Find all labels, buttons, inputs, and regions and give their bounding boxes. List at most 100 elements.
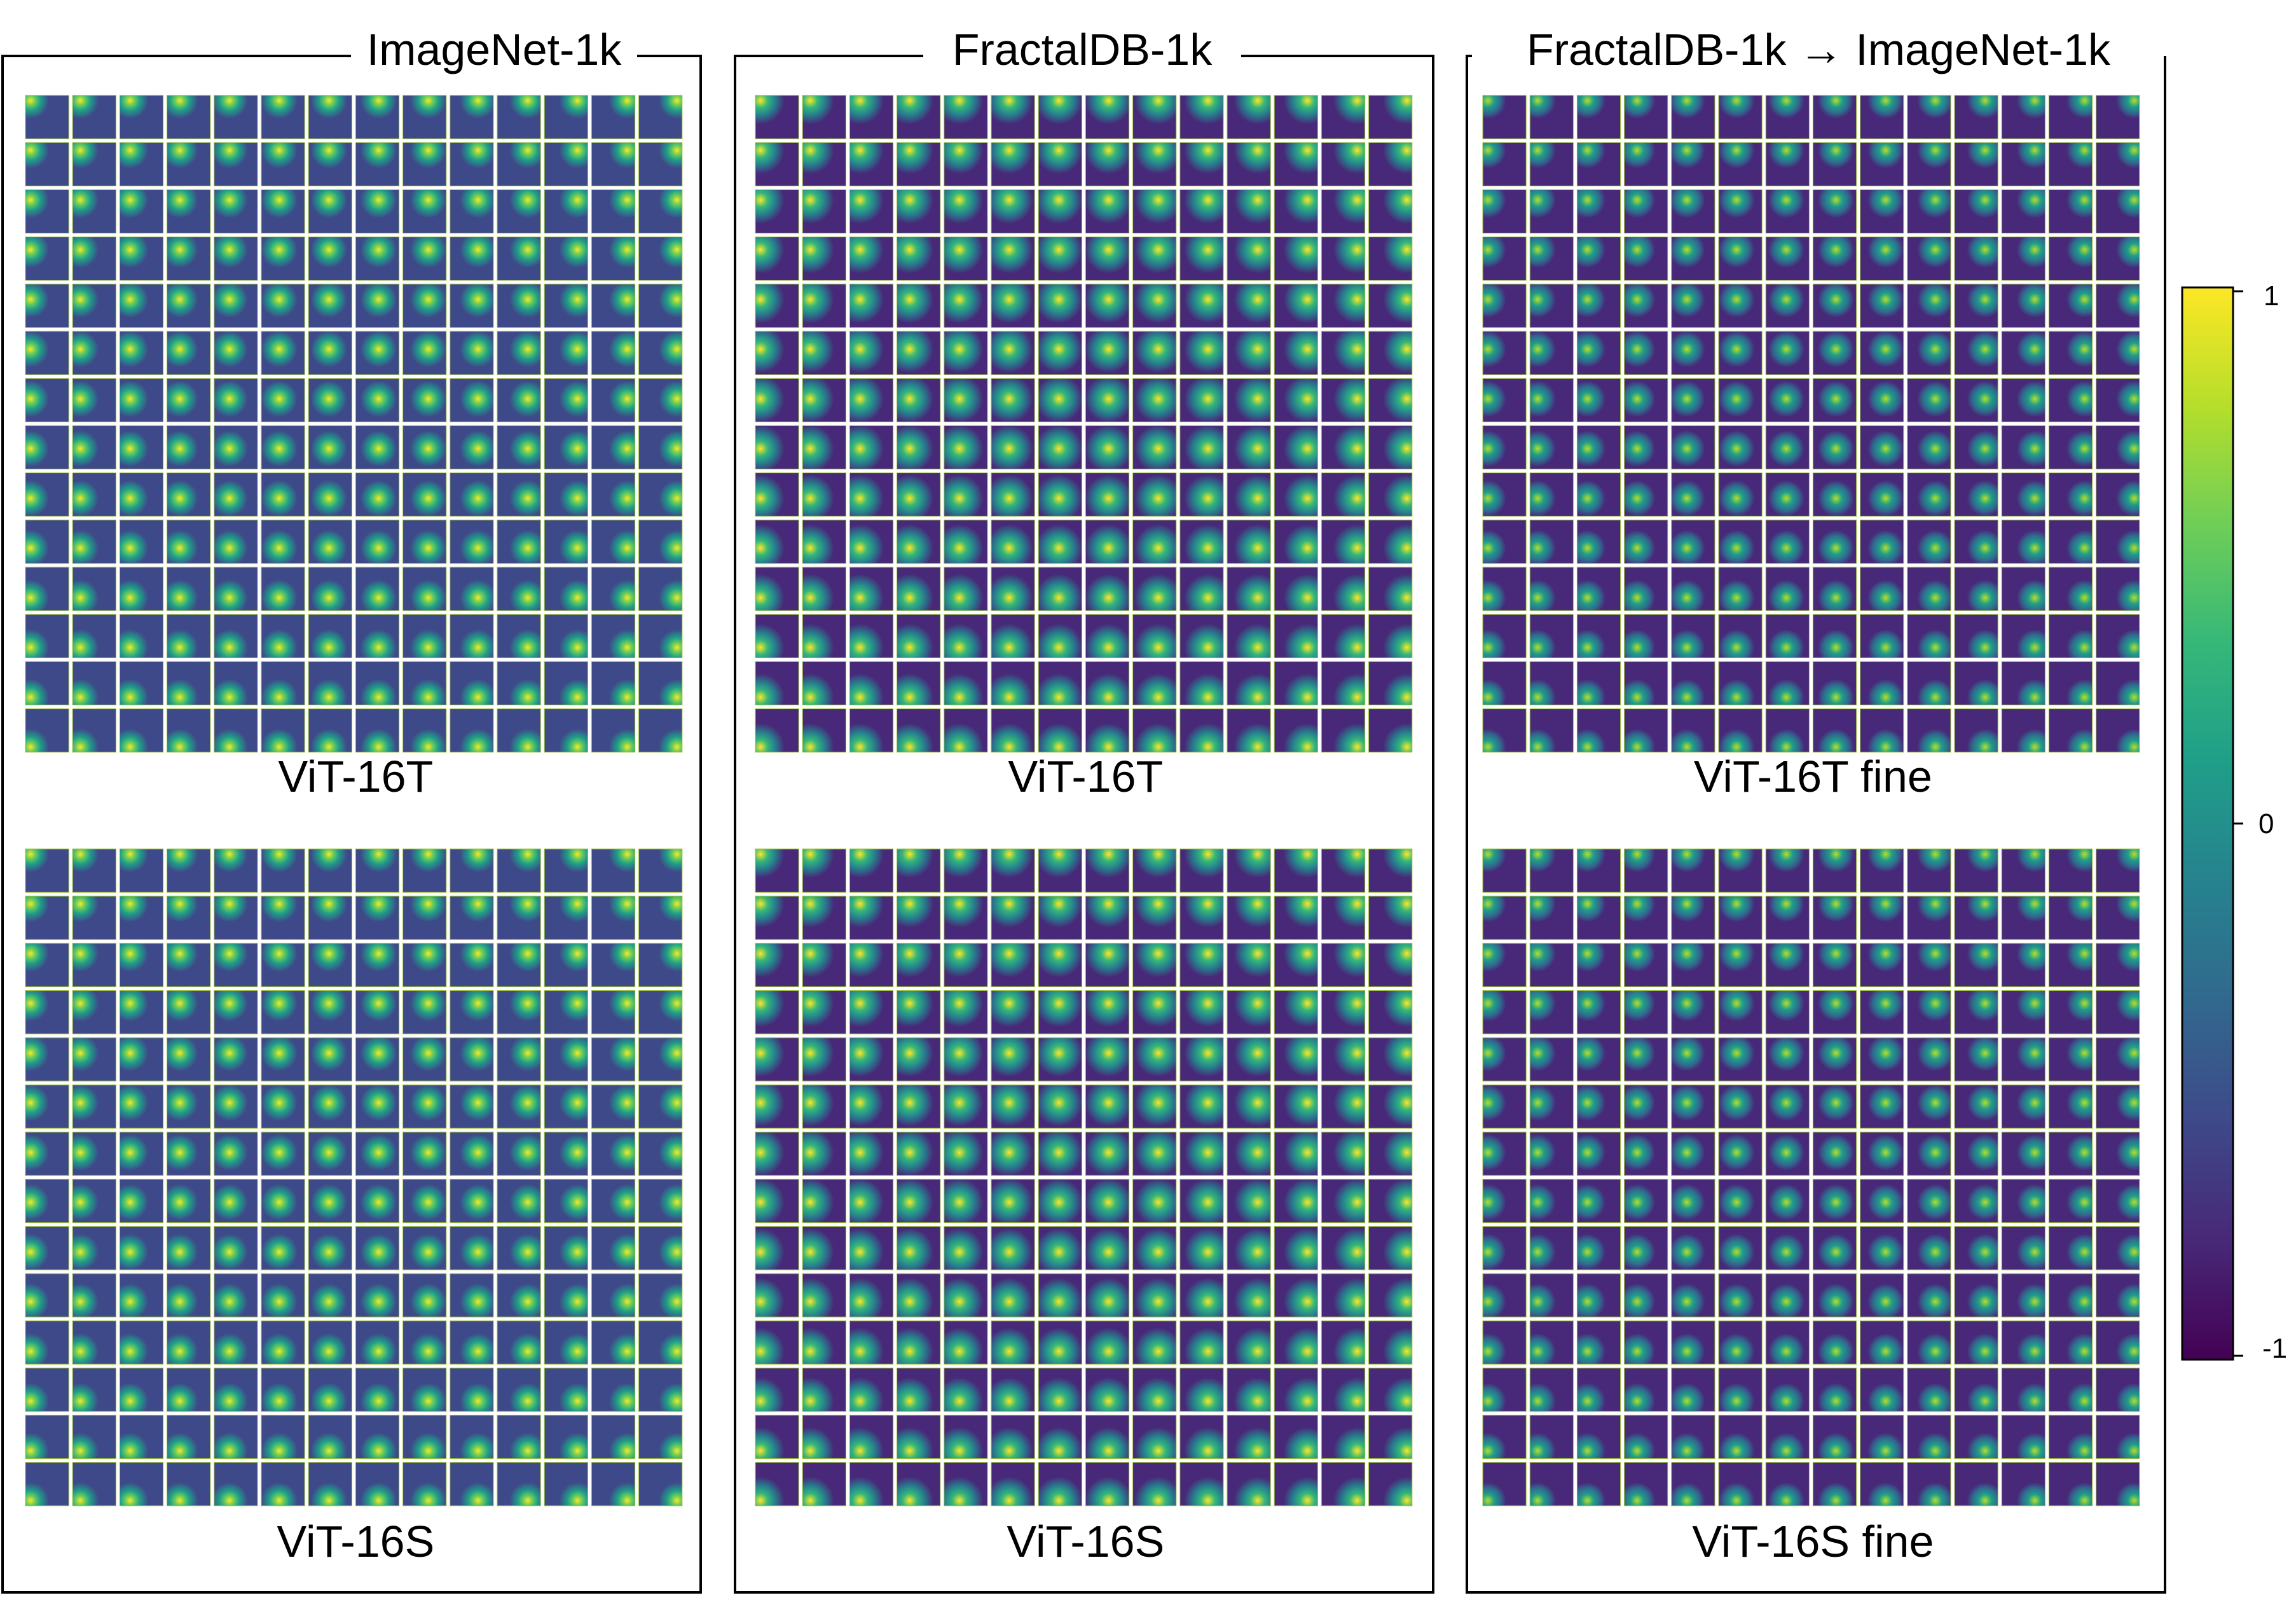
similarity-tile	[308, 895, 352, 940]
similarity-tile	[119, 848, 164, 893]
similarity-tile	[1368, 1037, 1413, 1082]
similarity-tile	[1227, 142, 1271, 186]
similarity-tile	[849, 1131, 894, 1176]
similarity-tile	[1321, 942, 1366, 988]
similarity-tile	[2048, 1178, 2093, 1224]
similarity-tile	[1529, 378, 1574, 422]
similarity-tile	[450, 990, 494, 1035]
similarity-tile	[1907, 567, 1951, 611]
similarity-tile	[1038, 284, 1082, 328]
similarity-tile	[849, 331, 894, 375]
similarity-tile	[802, 472, 846, 517]
similarity-tile	[991, 1084, 1035, 1129]
similarity-tile	[1718, 1273, 1763, 1318]
similarity-tile	[402, 1226, 447, 1271]
similarity-tile	[2001, 331, 2045, 375]
similarity-tile	[802, 1131, 846, 1176]
similarity-tile	[214, 1037, 258, 1082]
similarity-tile	[1718, 331, 1763, 375]
similarity-tile	[944, 284, 988, 328]
similarity-tile	[1576, 1367, 1621, 1412]
similarity-tile	[402, 848, 447, 893]
similarity-tile	[1671, 142, 1715, 186]
similarity-tile	[802, 189, 846, 234]
similarity-tile	[214, 848, 258, 893]
similarity-tile	[1132, 1414, 1177, 1459]
similarity-tile	[355, 189, 400, 234]
similarity-tile	[1765, 1320, 1810, 1365]
similarity-tile	[2096, 378, 2140, 422]
similarity-tile	[450, 520, 494, 564]
similarity-tile	[308, 520, 352, 564]
similarity-tile	[638, 990, 683, 1035]
similarity-tile	[167, 472, 211, 517]
similarity-tile	[1529, 567, 1574, 611]
similarity-tile	[2048, 942, 2093, 988]
similarity-tile	[1085, 990, 1130, 1035]
similarity-tile	[755, 895, 799, 940]
similarity-tile	[119, 990, 164, 1035]
similarity-tile	[802, 1178, 846, 1224]
similarity-tile	[167, 237, 211, 281]
similarity-tile	[1274, 1084, 1318, 1129]
similarity-tile	[2048, 1084, 2093, 1129]
similarity-tile	[944, 614, 988, 658]
similarity-tile	[2001, 378, 2045, 422]
similarity-tile	[591, 1226, 636, 1271]
similarity-tile	[450, 895, 494, 940]
similarity-tile	[1671, 614, 1715, 658]
similarity-tile	[638, 895, 683, 940]
similarity-tile	[450, 284, 494, 328]
similarity-tile	[1860, 614, 1904, 658]
similarity-tile	[897, 895, 941, 940]
similarity-tile	[261, 567, 305, 611]
similarity-tile	[1321, 1178, 1366, 1224]
similarity-tile	[591, 284, 636, 328]
similarity-tile	[167, 848, 211, 893]
similarity-tile	[1132, 614, 1177, 658]
similarity-tile	[591, 95, 636, 139]
similarity-tile	[944, 378, 988, 422]
similarity-tile	[1085, 1037, 1130, 1082]
similarity-tile	[544, 331, 588, 375]
similarity-tile	[1038, 378, 1082, 422]
similarity-tile	[1576, 520, 1621, 564]
similarity-tile	[1227, 895, 1271, 940]
similarity-tile	[1954, 472, 1998, 517]
similarity-tile	[72, 472, 116, 517]
similarity-tile	[991, 1037, 1035, 1082]
similarity-tile	[261, 942, 305, 988]
similarity-tile	[119, 284, 164, 328]
similarity-tile	[638, 284, 683, 328]
similarity-tile	[497, 237, 541, 281]
similarity-tile	[1132, 95, 1177, 139]
similarity-tile	[1671, 661, 1715, 706]
similarity-tile	[1860, 425, 1904, 470]
similarity-tile	[1624, 661, 1668, 706]
similarity-tile	[2001, 1084, 2045, 1129]
similarity-tile	[119, 142, 164, 186]
similarity-tile	[1954, 1320, 1998, 1365]
similarity-tile	[944, 895, 988, 940]
similarity-tile	[1812, 1131, 1857, 1176]
similarity-tile	[119, 942, 164, 988]
similarity-tile	[544, 1367, 588, 1412]
similarity-tile	[1274, 1178, 1318, 1224]
similarity-tile	[802, 895, 846, 940]
similarity-tile	[355, 1273, 400, 1318]
similarity-tile	[544, 661, 588, 706]
similarity-tile	[450, 567, 494, 611]
similarity-tile	[1085, 1273, 1130, 1318]
similarity-tile	[638, 189, 683, 234]
grid-label: ViT-16S	[277, 1517, 435, 1566]
similarity-tile	[2096, 142, 2140, 186]
similarity-tile	[1907, 1273, 1951, 1318]
similarity-tile	[2001, 895, 2045, 940]
similarity-tile	[1671, 942, 1715, 988]
similarity-tile	[897, 237, 941, 281]
similarity-tile	[802, 425, 846, 470]
similarity-tile	[897, 472, 941, 517]
similarity-tile	[1179, 237, 1224, 281]
similarity-tile	[261, 1131, 305, 1176]
similarity-tile	[119, 1131, 164, 1176]
